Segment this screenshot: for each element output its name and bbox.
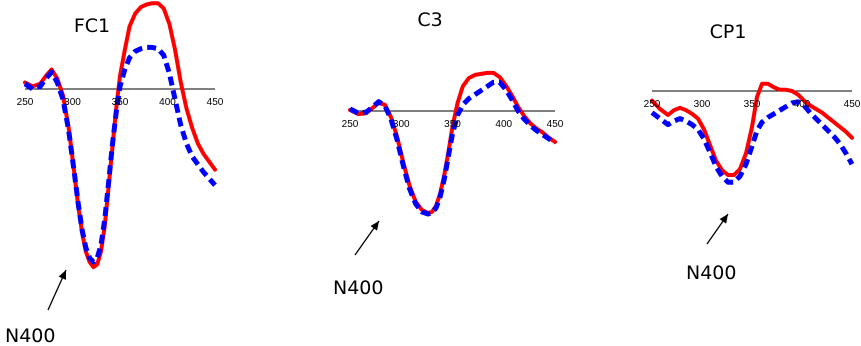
panel-title: FC1	[74, 15, 110, 37]
x-tick-label: 400	[495, 119, 512, 130]
x-tick-label: 300	[694, 99, 711, 110]
x-tick-label: 400	[794, 99, 811, 110]
x-tick-label: 450	[547, 119, 564, 130]
chart-panel-c3: C3 250 300 350 400 450	[342, 9, 564, 217]
x-tick-label: 300	[393, 119, 410, 130]
chart-panel-fc1: FC1 250 300 350 400 450	[17, 1, 224, 270]
x-tick-label: 350	[444, 119, 461, 130]
series-line-blue-dashed	[23, 44, 217, 265]
x-tick-label: 400	[159, 97, 176, 108]
x-tick-label: 350	[112, 97, 129, 108]
arrowhead-icon	[58, 270, 66, 280]
x-tick-label: 450	[844, 99, 861, 110]
arrowhead-icon	[719, 214, 728, 224]
x-tick-label: 250	[342, 119, 359, 130]
x-tick-label: 300	[64, 97, 81, 108]
arrowhead-icon	[370, 221, 379, 231]
panel-title: C3	[417, 9, 442, 31]
series-line-red-solid	[650, 81, 854, 177]
chart-panels: FC1 250 300 350 400 450 C3 250 300 350 400 450 CP1 25…	[17, 1, 861, 270]
chart-panel-cp1: CP1 250 300 350 400 450	[644, 21, 861, 185]
x-tick-label: 450	[207, 97, 224, 108]
x-tick-label: 350	[744, 99, 761, 110]
series-line-blue-dashed	[650, 99, 855, 185]
annotation-label: N400	[686, 262, 736, 284]
x-tick-label: 250	[644, 99, 661, 110]
n400-annotation: N400	[686, 213, 736, 284]
series-line-blue-dashed	[348, 79, 557, 217]
annotation-label: N400	[5, 325, 55, 346]
annotations: N400 N400 N400	[5, 213, 736, 346]
annotation-label: N400	[333, 277, 383, 299]
n400-annotation: N400	[5, 269, 67, 346]
x-tick-label: 250	[17, 97, 34, 108]
series-line-red-solid	[23, 1, 217, 270]
n400-annotation: N400	[333, 220, 383, 299]
panel-title: CP1	[710, 21, 747, 43]
